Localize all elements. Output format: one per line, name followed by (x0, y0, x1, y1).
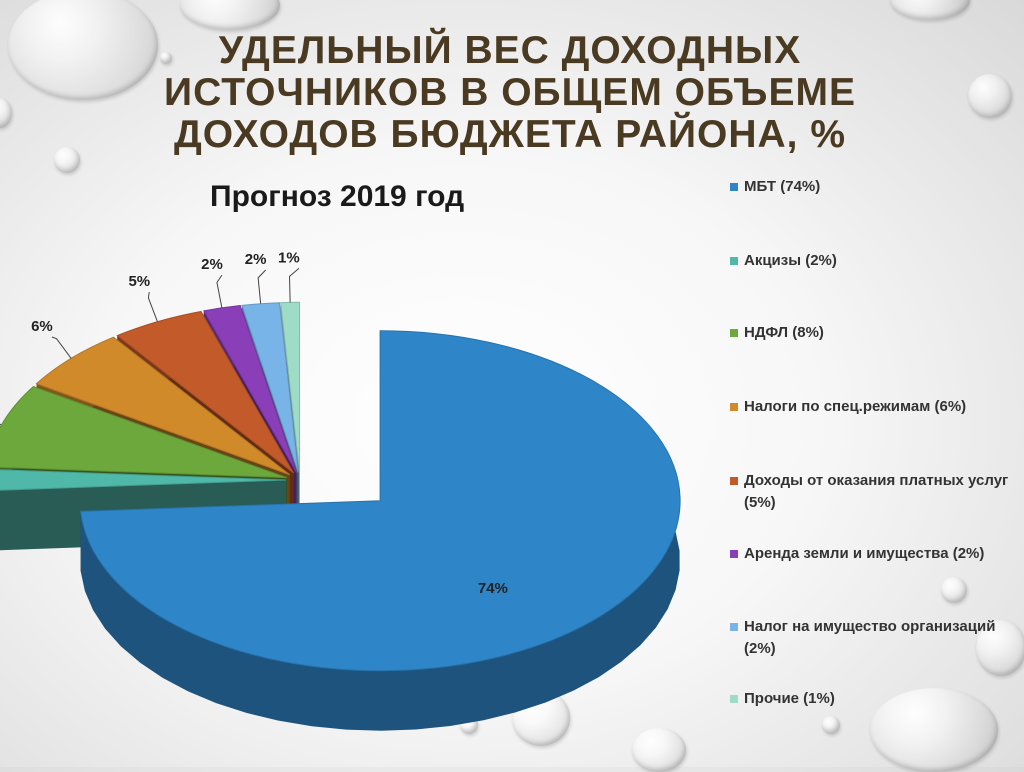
legend-label: Аренда земли и имущества (2%) (744, 545, 985, 562)
pie-data-label: 2% (245, 251, 267, 268)
legend-swatch (730, 695, 738, 703)
pie-data-label: 1% (278, 249, 300, 266)
legend-swatch (730, 623, 738, 631)
data-label-leader (216, 274, 223, 308)
legend-item: Налог на имущество организаций (2%) (730, 616, 1020, 660)
legend-item: МБТ (74%) (730, 176, 1024, 198)
legend-label: МБТ (74%) (744, 178, 821, 195)
pie-data-label: 74% (478, 580, 508, 597)
pie-data-label: 2% (201, 256, 223, 273)
water-drop-decoration (8, 0, 158, 100)
data-label-leader (257, 269, 266, 304)
data-label-leader (0, 423, 2, 426)
legend-item: Аренда земли и имущества (2%) (730, 543, 1020, 565)
legend-swatch (730, 550, 738, 558)
legend-label: Налоги по спец.режимам (6%) (744, 398, 967, 415)
water-drop-decoration (976, 620, 1024, 676)
pie-data-label: 5% (128, 273, 150, 290)
legend-label: Налог на имущество организаций (2%) (744, 618, 996, 657)
legend-item: Налоги по спец.режимам (6%) (730, 396, 1020, 418)
legend-label: НДФЛ (8%) (744, 324, 824, 341)
pie-slice (0, 469, 287, 491)
legend-swatch (730, 477, 738, 485)
water-drop-decoration (160, 52, 172, 64)
legend-label: Акцизы (2%) (744, 252, 837, 269)
legend-swatch (730, 329, 738, 337)
water-drop-decoration (870, 688, 998, 772)
legend-swatch (730, 403, 738, 411)
pie-data-labels: 74%2%8%6%5%2%2%1% (0, 249, 508, 597)
water-drop-decoration (54, 147, 80, 173)
data-label-leader (51, 336, 72, 359)
slide-title: УДЕЛЬНЫЙ ВЕС ДОХОДНЫХ ИСТОЧНИКОВ В ОБЩЕМ… (164, 29, 856, 156)
legend-swatch (730, 183, 738, 191)
pie-slice (0, 385, 287, 479)
water-drop-decoration (822, 716, 840, 734)
legend-label: Доходы от оказания платных услуг (5%) (744, 472, 1009, 511)
water-drop-decoration (632, 728, 686, 772)
water-drop-decoration (968, 74, 1012, 118)
data-label-leader (147, 291, 158, 322)
pie-slice (116, 310, 295, 474)
data-label-leader (289, 268, 300, 303)
water-drop-decoration (0, 98, 12, 128)
pie-top-faces (0, 301, 681, 672)
legend-swatch (730, 257, 738, 265)
water-drop-decoration (890, 0, 970, 20)
legend-item: Доходы от оказания платных услуг (5%) (730, 470, 1020, 514)
legend-item: НДФЛ (8%) (730, 322, 1024, 344)
pie-slice (80, 330, 681, 672)
legend-item: Акцизы (2%) (730, 250, 1024, 272)
pie-data-label: 6% (31, 318, 53, 335)
water-drop-decoration (941, 577, 967, 603)
legend-item: Прочие (1%) (730, 688, 1024, 710)
chart-title: Прогноз 2019 год (210, 180, 465, 213)
legend-label: Прочие (1%) (744, 690, 835, 707)
